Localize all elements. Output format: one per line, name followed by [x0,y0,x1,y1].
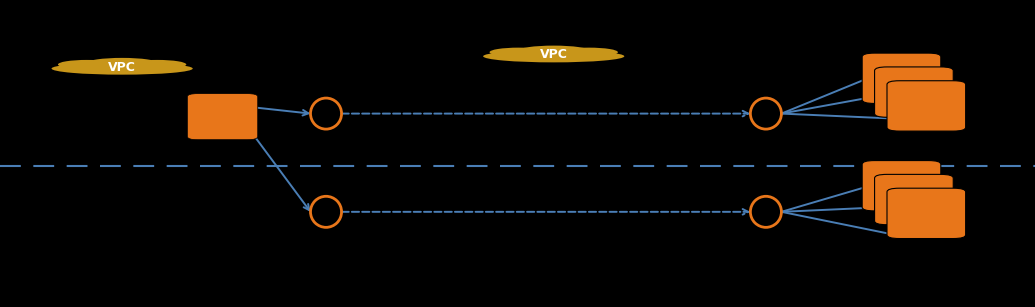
FancyBboxPatch shape [862,161,941,211]
Ellipse shape [483,50,624,62]
Ellipse shape [58,60,116,69]
FancyBboxPatch shape [875,67,953,117]
Ellipse shape [52,62,193,75]
Ellipse shape [519,46,589,56]
Ellipse shape [87,58,157,68]
FancyBboxPatch shape [887,188,966,239]
FancyBboxPatch shape [887,81,966,131]
Text: VPC: VPC [109,60,136,74]
Text: VPC: VPC [540,48,567,61]
Ellipse shape [560,48,618,57]
FancyBboxPatch shape [187,94,258,140]
FancyBboxPatch shape [875,174,953,225]
Ellipse shape [490,48,548,57]
FancyBboxPatch shape [862,53,941,103]
Ellipse shape [128,60,186,69]
